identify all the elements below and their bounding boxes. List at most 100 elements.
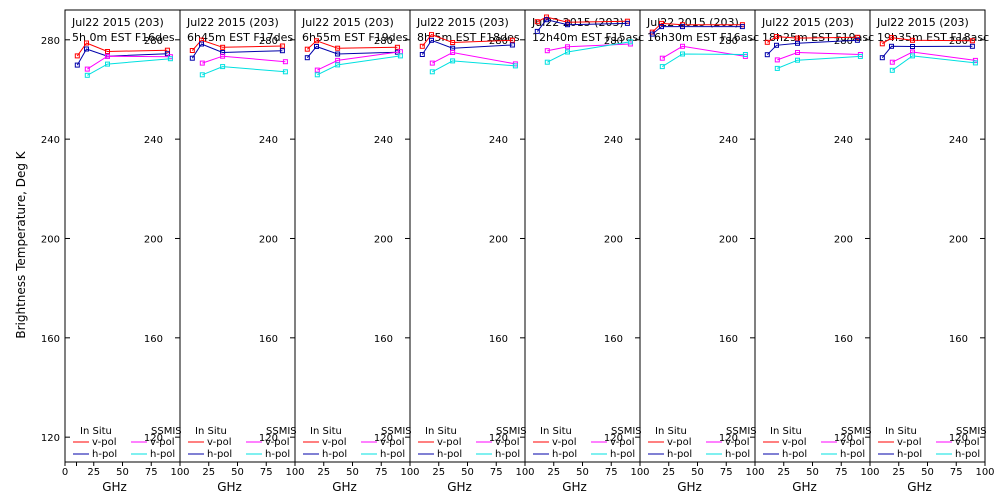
data-point <box>889 67 895 73</box>
legend-label-ssmis-h: h-pol <box>840 449 865 460</box>
y-tick-label: 200 <box>834 234 853 245</box>
data-point <box>544 17 549 23</box>
series-line-3 <box>87 55 171 70</box>
data-point <box>969 38 975 44</box>
y-tick-label: 240 <box>834 135 853 146</box>
x-tick-label: 75 <box>720 467 733 478</box>
x-tick-label: 25 <box>432 467 445 478</box>
data-point <box>795 35 800 41</box>
panel-title-date: Jul22 2015 (203) <box>646 16 739 29</box>
data-point <box>394 44 400 50</box>
y-tick-label: 200 <box>374 234 393 245</box>
data-point <box>335 45 341 51</box>
series-line-3 <box>202 55 286 64</box>
panel-title-date: Jul22 2015 (203) <box>876 16 969 29</box>
data-point <box>304 46 310 52</box>
series-line-4 <box>87 58 171 76</box>
data-point <box>74 53 80 59</box>
data-point <box>189 55 195 61</box>
y-tick-label: 160 <box>374 334 393 345</box>
y-tick-label: 120 <box>144 433 163 444</box>
data-point <box>220 64 226 70</box>
data-point <box>972 60 978 66</box>
data-point <box>167 56 173 62</box>
y-tick-label: 280 <box>259 36 278 47</box>
x-tick-label: 75 <box>605 467 618 478</box>
data-point <box>649 31 655 37</box>
series-line-3 <box>317 51 401 71</box>
series-line-2 <box>306 45 398 59</box>
series-line-3 <box>662 45 746 59</box>
x-tick-label: 50 <box>806 467 819 478</box>
data-point <box>450 40 456 45</box>
data-point <box>84 66 90 72</box>
x-axis-label: GHz <box>792 480 817 494</box>
x-axis-label: GHz <box>102 480 127 494</box>
x-axis-label: GHz <box>562 480 587 494</box>
series-line-4 <box>892 55 976 71</box>
x-tick-label: 50 <box>691 467 704 478</box>
data-point <box>304 55 310 61</box>
panel-title-time: 5h 0m EST F16des <box>72 31 175 44</box>
panel-title-time: 12h40m EST F15asc <box>532 31 644 44</box>
y-tick-label: 280 <box>374 36 393 47</box>
data-point <box>969 43 975 49</box>
data-point <box>429 32 434 38</box>
series-line-4 <box>547 41 631 63</box>
legend-label-ssmis-v: v-pol <box>495 437 520 448</box>
data-point <box>419 43 425 49</box>
series-line-3 <box>892 51 976 63</box>
data-point <box>164 51 170 57</box>
x-tick-label: 25 <box>202 467 215 478</box>
legend-ssmis: SSMIS <box>496 426 527 437</box>
x-tick-label: 25 <box>547 467 560 478</box>
panel-title-date: Jul22 2015 (203) <box>761 16 854 29</box>
left-y-tick-label: 280 <box>41 36 60 47</box>
legend-label-ssmis-v: v-pol <box>150 437 175 448</box>
x-tick-label: 100 <box>515 467 534 478</box>
legend-label-ssmis-h: h-pol <box>955 449 980 460</box>
data-point <box>282 59 288 65</box>
data-point <box>680 43 685 49</box>
x-tick-label: 100 <box>630 467 649 478</box>
legend-label-ssmis-v: v-pol <box>610 437 635 448</box>
data-point <box>795 50 800 55</box>
legend-label-insitu-h: h-pol <box>322 449 347 460</box>
data-point <box>739 24 745 30</box>
legend-label-ssmis-v: v-pol <box>955 437 980 448</box>
x-tick-label: 50 <box>921 467 934 478</box>
legend-ssmis: SSMIS <box>956 426 987 437</box>
data-point <box>544 48 550 54</box>
panel-title-date: Jul22 2015 (203) <box>186 16 279 29</box>
legend-label-ssmis-v: v-pol <box>725 437 750 448</box>
y-tick-label: 240 <box>489 135 508 146</box>
x-tick-label: 75 <box>145 467 158 478</box>
data-point <box>450 58 456 64</box>
y-tick-label: 200 <box>949 234 968 245</box>
data-point <box>857 53 863 59</box>
series-line-1 <box>76 42 168 57</box>
data-point <box>199 60 205 66</box>
series-line-4 <box>317 55 401 76</box>
data-point <box>680 51 685 57</box>
legend-label-insitu-v: v-pol <box>437 437 462 448</box>
legend-label-insitu-h: h-pol <box>552 449 577 460</box>
data-point <box>105 61 110 67</box>
series-line-3 <box>547 43 631 52</box>
series-line-2 <box>766 39 858 56</box>
y-tick-label: 120 <box>604 433 623 444</box>
x-axis-label: GHz <box>217 480 242 494</box>
data-point <box>544 59 550 65</box>
y-tick-label: 280 <box>719 36 738 47</box>
data-point <box>534 19 540 25</box>
series-line-1 <box>306 40 398 50</box>
data-point <box>659 20 664 26</box>
legend-in-situ: In Situ <box>885 426 917 437</box>
data-point <box>105 49 110 54</box>
data-point <box>889 35 894 41</box>
legend-label-ssmis-h: h-pol <box>725 449 750 460</box>
panel-3: 120 160 200 240 280 25 50 75 100 GHz Jul22 2015 (2… <box>294 9 420 494</box>
data-point <box>314 72 320 78</box>
series-line-2 <box>881 45 973 59</box>
legend-in-situ: In Situ <box>655 426 687 437</box>
